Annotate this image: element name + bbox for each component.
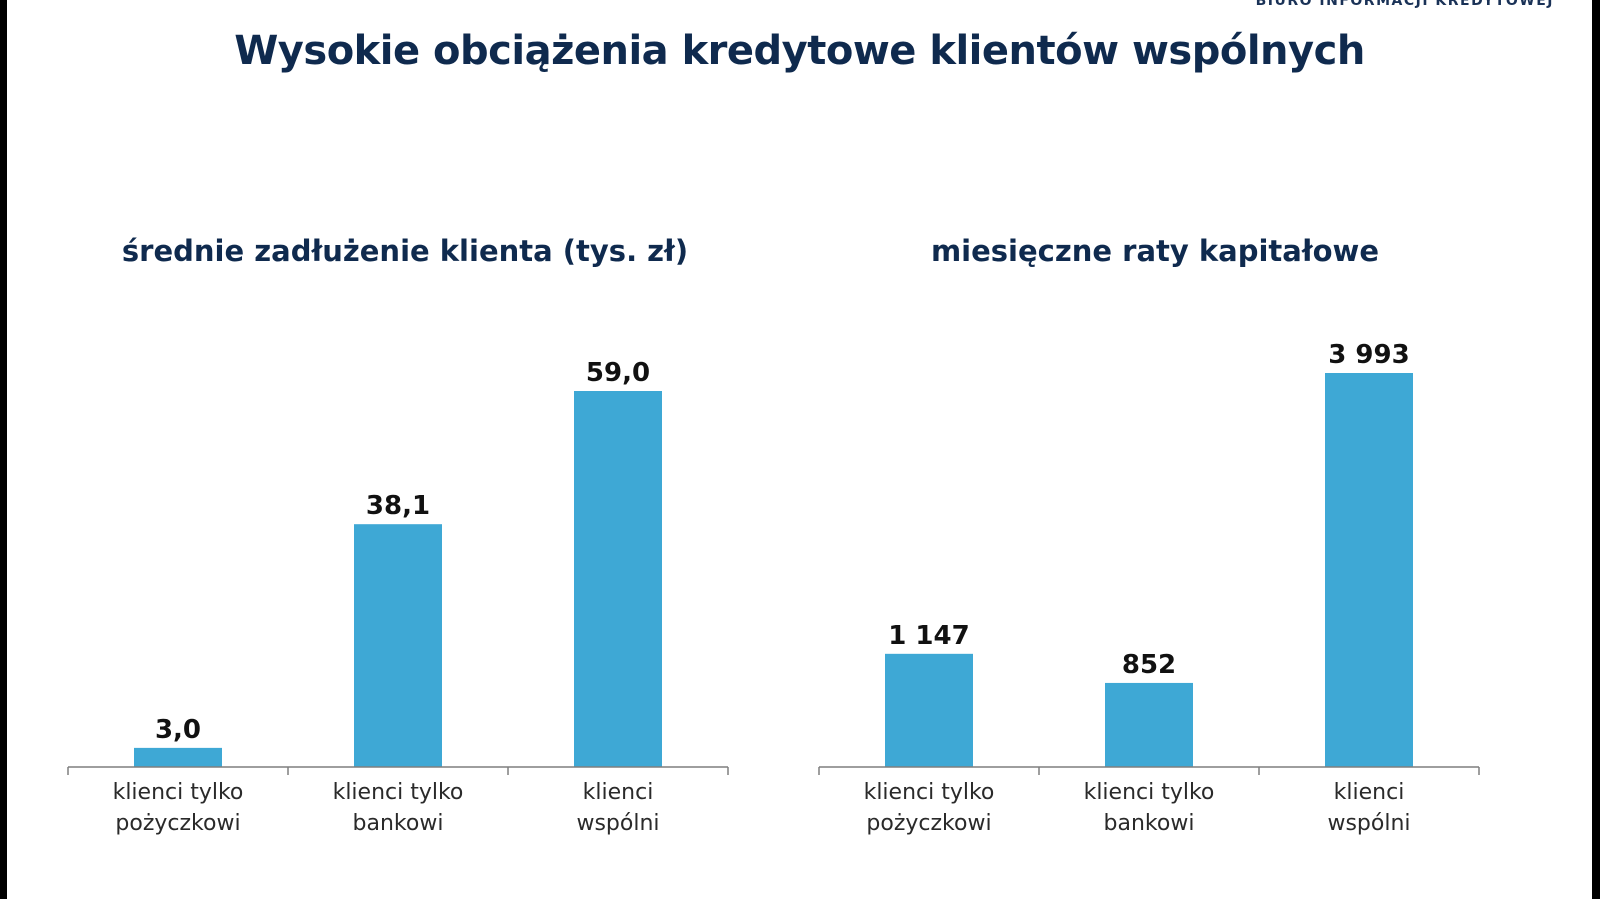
bar-2-1 — [885, 653, 973, 767]
value-label-1-2: 38,1 — [366, 491, 430, 521]
category-label-1-1-line-1: klienci tylko — [113, 780, 244, 805]
brand-logo-text: BIURO INFORMACJI KREDYTOWEJ — [1255, 0, 1554, 9]
category-label-2-2-line-2: bankowi — [1104, 811, 1195, 836]
value-label-1-3: 59,0 — [586, 358, 650, 388]
category-label-1-2-line-2: bankowi — [353, 811, 444, 836]
category-label-1-2-line-1: klienci tylko — [333, 780, 464, 805]
category-label-2-1-line-1: klienci tylko — [864, 780, 995, 805]
bar-1-2 — [354, 524, 442, 767]
slide: BIURO INFORMACJI KREDYTOWEJ Wysokie obci… — [7, 0, 1592, 899]
category-label-1-3-line-2: wspólni — [576, 811, 659, 836]
value-label-2-2: 852 — [1122, 650, 1176, 680]
chart-title-debt: średnie zadłużenie klienta (tys. zł) — [121, 234, 689, 268]
category-label-2-2-line-1: klienci tylko — [1084, 780, 1215, 805]
chart-2: 1 147 klienci tylko pożyczkowi 852 klienci t… — [818, 340, 1480, 836]
bar-2-2 — [1105, 682, 1193, 767]
category-label-2-1-line-2: pożyczkowi — [866, 811, 991, 836]
page-title: Wysokie obciążenia kredytowe klientów ws… — [234, 28, 1365, 74]
bar-1-1 — [134, 747, 222, 767]
bar-1-3 — [574, 391, 662, 767]
bar-2-3 — [1325, 373, 1413, 767]
charts-canvas: 3,0 klienci tylko pożyczkowi 38,1 klienci ty… — [67, 340, 1480, 836]
category-label-2-3-line-1: klienci — [1334, 780, 1405, 805]
category-label-1-3-line-1: klienci — [583, 780, 654, 805]
category-label-2-3-line-2: wspólni — [1327, 811, 1410, 836]
chart-title-installments: miesięczne raty kapitałowe — [930, 234, 1380, 268]
category-label-1-1-line-2: pożyczkowi — [115, 811, 240, 836]
value-label-2-3: 3 993 — [1328, 340, 1409, 370]
value-label-1-1: 3,0 — [155, 715, 201, 745]
value-label-2-1: 1 147 — [888, 621, 969, 651]
chart-1: 3,0 klienci tylko pożyczkowi 38,1 klienci ty… — [67, 358, 729, 836]
